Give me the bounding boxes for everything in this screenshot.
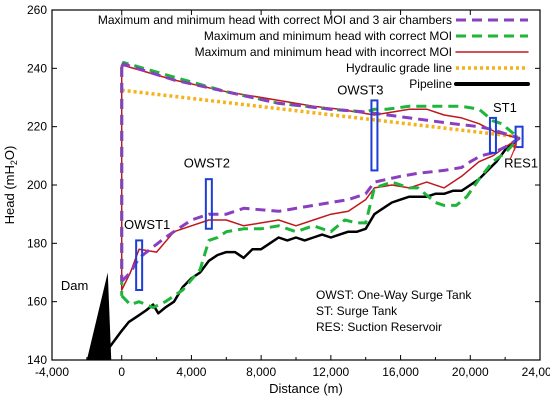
y-tick-label: 140 [27,353,47,367]
series-2-min-line [120,137,520,291]
series-0-max-line [120,62,520,140]
legend: Maximum and minimum head with correct MO… [98,13,530,91]
dam-mark [86,272,112,360]
structure-label-res1: RES1 [504,156,538,171]
note-0: OWST: One-Way Surge Tank [316,288,472,302]
res1-arrow-head [512,141,518,152]
structure-label-owst3: OWST3 [337,83,383,98]
x-tick-label: 12,000 [313,365,350,379]
note-1: ST: Surge Tank [316,304,398,318]
structure-st1 [488,116,497,154]
y-tick-label: 180 [27,236,47,250]
structure-label-owst1: OWST1 [124,217,170,232]
structure-res1 [514,125,524,149]
x-tick-label: 4,000 [176,365,206,379]
structure-label-owst2: OWST2 [184,156,230,171]
legend-label-3: Hydraulic grade line [346,61,452,75]
legend-label-4: Pipeline [409,77,452,91]
structure-label-st1: ST1 [493,100,517,115]
series-4-line [98,137,521,360]
x-tick-label: 16,000 [382,365,419,379]
x-tick-label: 20,000 [452,365,489,379]
x-axis-title: Distance (m) [269,381,343,396]
structure-owst1 [135,239,144,292]
axes: -4,000 0 4,000 8,000 12,000 16,000 20,000 24,00… [2,3,550,396]
structure-owst2 [204,178,213,230]
plot-clip [86,61,521,360]
y-tick-label: 200 [27,178,47,192]
y-tick-label: 220 [27,120,47,134]
y-tick-label: 160 [27,295,47,309]
legend-label-1: Maximum and minimum head with correct MO… [204,29,452,43]
plot-area [86,61,521,360]
x-tick-label: 24,000 [522,365,550,379]
series-1-min-line [120,137,521,309]
note-2: RES: Suction Reservoir [316,320,442,334]
annotations: OWST1 OWST2 OWST3 ST1 RES1 Dam OWST: One-Way S… [61,83,538,334]
dam-label: Dam [61,278,88,293]
series-3-line [121,88,520,139]
structure-owst3 [370,99,379,172]
y-tick-label: 240 [27,61,47,75]
legend-label-2: Maximum and minimum head with incorrect … [195,45,452,59]
y-tick-label: 260 [27,3,47,17]
series-2-max-line [120,64,520,140]
x-tick-label: 0 [118,365,125,379]
series-0-min-line [120,137,520,283]
x-tick-label: -4,000 [35,365,69,379]
legend-label-0: Maximum and minimum head with correct MO… [98,13,452,27]
y-axis-title: Head (mH2O) [2,146,19,225]
x-tick-label: 8,000 [246,365,276,379]
